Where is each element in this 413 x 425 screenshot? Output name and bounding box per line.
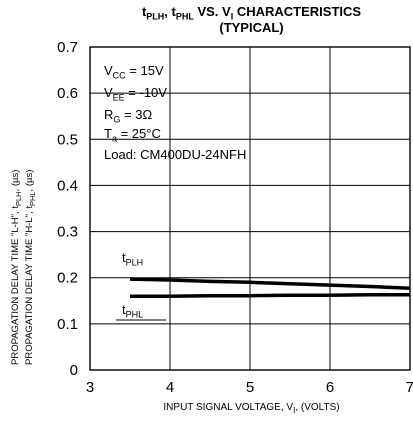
cond-part: = -10V <box>124 85 167 100</box>
series-label-tphl: tPHL <box>122 302 143 320</box>
y-label-part: , (µs) <box>10 169 21 192</box>
y-tick-label: 0.2 <box>57 270 78 287</box>
x-tick-label: 3 <box>86 379 94 396</box>
cond-part: = 25°C <box>116 126 161 141</box>
cond-part: V <box>104 63 113 78</box>
y-label-sub: PLH <box>13 191 23 207</box>
y-tick-label: 0.5 <box>57 131 78 148</box>
series-line-tplh <box>129 277 411 291</box>
y-tick-label: 0.4 <box>57 177 78 194</box>
series-label-sub: PLH <box>125 257 144 268</box>
condition-ta: Ta = 25°C <box>104 125 161 148</box>
x-label-part: , (VOLTS) <box>295 402 340 413</box>
cond-sub: CC <box>112 70 126 81</box>
x-tick-label: 7 <box>406 379 413 396</box>
series-label-main: t <box>122 302 126 317</box>
y-tick-label: 0 <box>70 362 78 379</box>
title-sub: PLH <box>146 11 165 22</box>
title-part: VS. V <box>193 4 231 19</box>
y-tick-label: 0.3 <box>57 224 78 241</box>
cond-sub: G <box>113 114 121 125</box>
series-label-sub: PHL <box>125 309 144 320</box>
x-tick-label: 5 <box>246 379 254 396</box>
y-label-part: PROPAGATION DELAY TIME "H-L", t <box>24 206 35 365</box>
chart-title: tPLH, tPHL VS. VI CHARACTERISTICS <box>90 4 413 25</box>
cond-part: = 3Ω <box>120 107 153 122</box>
cond-part: = 15V <box>125 63 164 78</box>
y-label-part: PROPAGATION DELAY TIME "L-H", t <box>10 206 21 365</box>
x-tick-label: 6 <box>326 379 334 396</box>
cond-part: R <box>104 107 114 122</box>
y-label-part: , (µs) <box>24 169 35 192</box>
condition-vcc: VCC = 15V <box>104 62 164 85</box>
cond-sub: EE <box>112 92 125 103</box>
y-tick-label: 0.7 <box>57 39 78 56</box>
x-tick-label: 4 <box>166 379 174 396</box>
series-label-tplh: tPLH <box>122 250 143 268</box>
x-axis-label: INPUT SIGNAL VOLTAGE, VI, (VOLTS) <box>90 402 413 415</box>
cond-sub: a <box>111 133 117 144</box>
plot-frame <box>89 46 411 371</box>
cond-part: Load: CM400DU-24NFH <box>104 147 247 162</box>
y-axis-label-2: PROPAGATION DELAY TIME "H-L", tPHL, (µs) <box>24 170 37 365</box>
title-part: t <box>141 4 147 19</box>
y-tick-label: 0.1 <box>57 316 78 333</box>
x-label-sub: I <box>293 406 296 415</box>
condition-vee: VEE = -10V <box>104 84 167 107</box>
title-sub: I <box>230 11 234 22</box>
condition-rg: RG = 3Ω <box>104 106 152 129</box>
title-part: , t <box>164 4 176 19</box>
cond-part: V <box>104 85 113 100</box>
condition-load: Load: CM400DU-24NFH <box>104 146 246 169</box>
series-line-tphl <box>130 293 410 298</box>
cond-part: T <box>104 126 112 141</box>
title-sub: PHL <box>175 11 194 22</box>
x-label-part: INPUT SIGNAL VOLTAGE, V <box>163 402 294 413</box>
title-part: CHARACTERISTICS <box>233 4 362 19</box>
series-label-main: t <box>122 250 126 265</box>
y-label-sub: PHL <box>27 191 37 207</box>
chart-subtitle: (TYPICAL) <box>219 20 284 35</box>
y-tick-label: 0.6 <box>57 85 78 102</box>
y-axis-label-1: PROPAGATION DELAY TIME "L-H", tPLH, (µs) <box>10 170 23 365</box>
